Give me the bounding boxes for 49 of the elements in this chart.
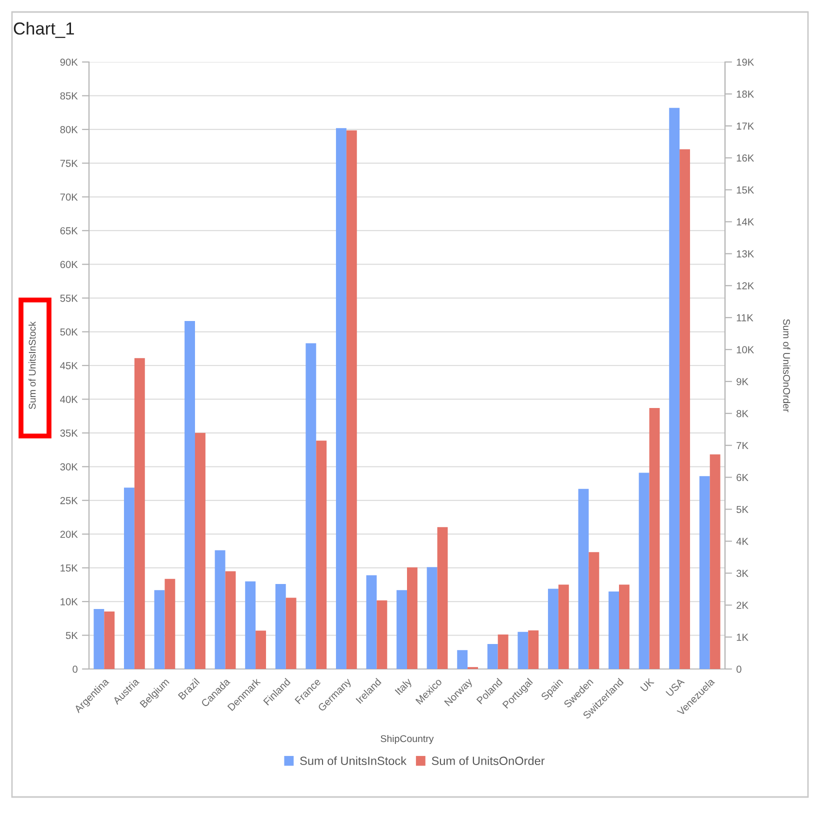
y-tick-label: 20K [60, 530, 78, 538]
y-tick-label: 30K [60, 463, 78, 470]
y-tick-label: 40K [60, 396, 78, 403]
legend-label: Sum of UnitsOnOrder [432, 756, 545, 766]
y2-tick-label: 13K [736, 250, 754, 258]
y2-tick-label: 3K [736, 570, 748, 577]
y-tick-label: 85K [60, 92, 78, 100]
y-tick-label: 5K [66, 632, 78, 640]
y-tick-label: 75K [60, 160, 78, 167]
y2-tick-label: 7K [736, 442, 748, 450]
y2-tick-label: 12K [736, 282, 754, 290]
bar [245, 581, 256, 669]
y-tick-label: 50K [60, 328, 78, 336]
chart-title: Chart_1 [14, 22, 74, 38]
y2-axis-title: Sum of UnitsOnOrder [783, 319, 790, 412]
y2-tick-label: 4K [736, 538, 748, 545]
y2-tick-label: 19K [736, 58, 754, 66]
x-tick-label: UK [640, 678, 654, 692]
y-tick-label: 15K [60, 564, 78, 572]
y2-tick-label: 1K [736, 634, 748, 641]
x-axis-title: ShipCountry [380, 734, 434, 744]
y2-tick-label: 5K [736, 506, 748, 514]
y2-tick-label: 6K [736, 474, 748, 482]
y2-tick-label: 11K [736, 314, 754, 322]
x-tick-label: Italy [394, 677, 414, 696]
y2-tick-label: 2K [736, 602, 748, 609]
y-axis-title: Sum of UnitsInStock [28, 321, 36, 410]
y-tick-label: 45K [60, 362, 78, 370]
y-tick-label: 60K [60, 260, 78, 268]
y-tick-label: 35K [60, 430, 78, 437]
y2-tick-label: 0 [736, 666, 742, 673]
y2-tick-label: 15K [736, 186, 754, 194]
y-tick-label: 90K [60, 58, 78, 66]
y2-tick-label: 17K [736, 122, 754, 130]
y2-tick-label: 10K [736, 346, 754, 354]
bar [457, 650, 468, 669]
y-tick-label: 80K [60, 126, 78, 134]
y-tick-label: 65K [60, 227, 78, 234]
y2-tick-label: 9K [736, 378, 748, 386]
y2-tick-label: 18K [736, 90, 754, 98]
y-tick-label: 10K [60, 598, 78, 606]
y2-tick-label: 16K [736, 154, 754, 162]
y-tick-label: 70K [60, 193, 78, 201]
y-tick-label: 0 [72, 666, 78, 673]
y-tick-label: 55K [60, 294, 78, 302]
y2-tick-label: 14K [736, 218, 754, 226]
y2-tick-label: 8K [736, 410, 748, 418]
y-tick-label: 25K [60, 496, 78, 504]
legend-label: Sum of UnitsInStock [300, 756, 407, 766]
